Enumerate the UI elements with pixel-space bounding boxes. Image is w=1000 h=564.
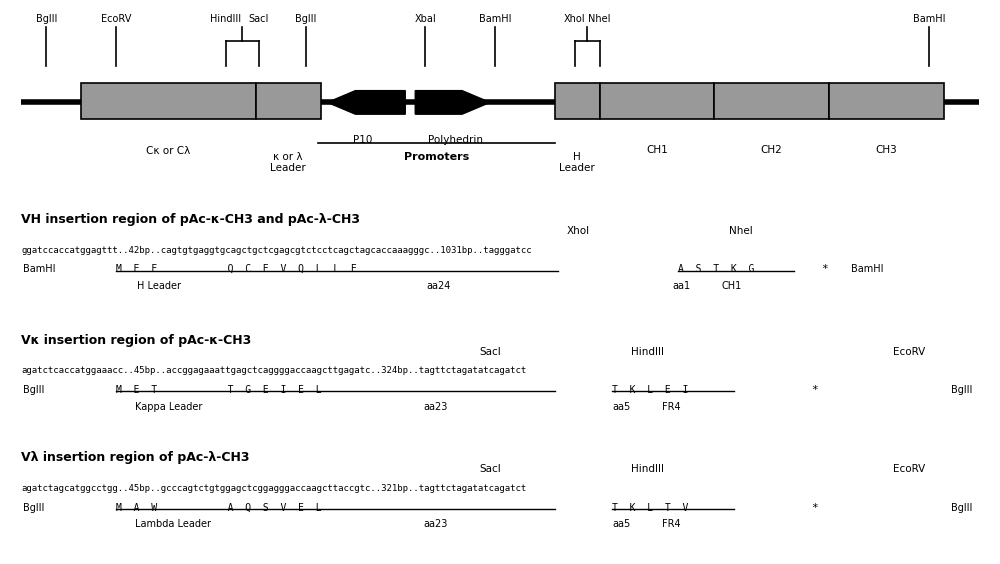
Text: SacI: SacI [479,347,501,356]
Text: M  A  W            A  Q  S  V  E  L: M A W A Q S V E L [116,503,322,513]
Bar [256,83,320,119]
Text: BamHI: BamHI [23,264,56,274]
Text: Vλ insertion region of pAc-λ-CH3: Vλ insertion region of pAc-λ-CH3 [21,451,250,464]
Text: EcoRV: EcoRV [893,347,925,356]
Text: *: * [811,503,817,513]
Text: XbaI: XbaI [414,14,436,24]
Text: FR4: FR4 [662,402,681,412]
Text: CH3: CH3 [876,144,897,155]
Text: aa1: aa1 [672,281,691,291]
Text: M  E  T            T  G  E  I  E  L: M E T T G E I E L [116,385,322,395]
Text: *: * [821,264,827,274]
Bar [829,83,944,119]
Text: BglII: BglII [23,503,45,513]
Text: XhoI: XhoI [564,14,586,24]
Text: HindIII: HindIII [631,465,664,474]
Text: agatctcaccatggaaacc..45bp..accggagaaattgagctcaggggaccaagcttgagatc..324bp..tagttc: agatctcaccatggaaacc..45bp..accggagaaattg… [21,366,527,375]
Text: H Leader: H Leader [137,281,181,291]
Text: agatctagcatggcctgg..45bp..gcccagtctgtggagctcggagggaccaagcttaccgtc..321bp..tagttc: agatctagcatggcctgg..45bp..gcccagtctgtgga… [21,484,527,493]
Text: BamHI: BamHI [913,14,945,24]
Text: T  K  L  T  V: T K L T V [612,503,688,513]
Text: BglII: BglII [295,14,316,24]
Text: *: * [811,385,817,395]
Text: SacI: SacI [248,14,269,24]
Text: BglII: BglII [951,503,972,513]
Text: NheI: NheI [588,14,611,24]
Text: M  E  F            Q  C  E  V  Q  L  L  E: M E F Q C E V Q L L E [116,264,357,274]
Text: Kappa Leader: Kappa Leader [135,402,203,412]
FancyArrow shape [415,91,490,114]
Text: CH1: CH1 [646,144,668,155]
Text: EcoRV: EcoRV [101,14,131,24]
Text: A  S  T  K  G: A S T K G [678,264,754,274]
Text: aa5: aa5 [613,402,631,412]
Text: CH2: CH2 [761,144,783,155]
Bar [81,83,256,119]
Text: κ or λ
Leader: κ or λ Leader [270,152,306,173]
Text: HindIII: HindIII [210,14,241,24]
Text: VH insertion region of pAc-κ-CH3 and pAc-λ-CH3: VH insertion region of pAc-κ-CH3 and pAc… [21,213,360,226]
Text: Cκ or Cλ: Cκ or Cλ [146,146,191,156]
Text: NheI: NheI [729,226,753,236]
Bar [600,83,714,119]
Text: Polyhedrin: Polyhedrin [428,135,483,145]
Text: BglII: BglII [36,14,57,24]
Text: Vκ insertion region of pAc-κ-CH3: Vκ insertion region of pAc-κ-CH3 [21,333,252,346]
Text: FR4: FR4 [662,519,681,530]
Text: Lambda Leader: Lambda Leader [135,519,211,530]
Text: BglII: BglII [951,385,972,395]
Text: XhoI: XhoI [566,226,589,236]
Text: aa5: aa5 [613,519,631,530]
Text: P10: P10 [353,135,372,145]
FancyArrow shape [327,91,405,114]
Text: BamHI: BamHI [851,264,884,274]
Text: Promoters: Promoters [404,152,469,162]
Text: EcoRV: EcoRV [893,465,925,474]
Text: BglII: BglII [23,385,45,395]
Bar [714,83,829,119]
Text: aa23: aa23 [423,519,447,530]
Text: SacI: SacI [479,465,501,474]
Text: aa24: aa24 [426,281,450,291]
Text: CH1: CH1 [721,281,741,291]
Text: ggatccaccatggagttt..42bp..cagtgtgaggtgcagctgctcgagcgtctcctcagctagcaccaaagggc..10: ggatccaccatggagttt..42bp..cagtgtgaggtgca… [21,245,532,254]
Bar [555,83,600,119]
Text: HindIII: HindIII [631,347,664,356]
Text: T  K  L  E  I: T K L E I [612,385,688,395]
Text: BamHI: BamHI [479,14,511,24]
Text: aa23: aa23 [423,402,447,412]
Text: H
Leader: H Leader [559,152,595,173]
